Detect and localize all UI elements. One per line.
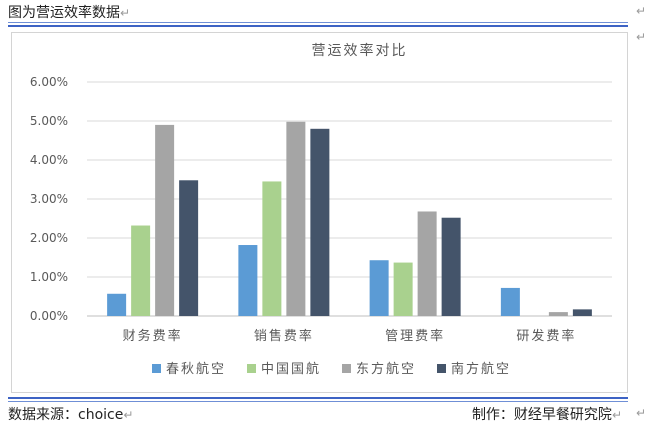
y-tick-label: 2.00% — [30, 231, 68, 245]
legend-label: 南方航空 — [451, 361, 511, 377]
top-rule — [8, 22, 628, 23]
bar-1-4 — [500, 287, 520, 316]
bar-1-1 — [107, 293, 127, 316]
bottom-rule-thick — [8, 397, 628, 399]
paragraph-mark-icon: ↵ — [611, 408, 622, 422]
bar-4-2 — [310, 128, 330, 316]
bar-4-1 — [179, 180, 199, 316]
producer-credit-text: 制作：财经早餐研究院 — [471, 407, 612, 423]
bar-4-3 — [441, 217, 461, 316]
legend-label: 春秋航空 — [166, 361, 226, 377]
x-tick-label: 管理费率 — [385, 328, 445, 344]
bar-4-4 — [572, 309, 592, 316]
legend-label: 东方航空 — [356, 361, 416, 377]
paragraph-mark-icon: ↵ — [635, 4, 646, 18]
bar-3-4 — [548, 312, 568, 316]
bar-2-2 — [262, 181, 282, 316]
figure-caption: 图为营运效率数据↵ — [8, 2, 130, 22]
y-tick-label: 4.00% — [30, 153, 68, 167]
x-tick-label: 研发费率 — [516, 328, 576, 344]
y-tick-label: 0.00% — [30, 309, 68, 323]
producer-credit: 制作：财经早餐研究院↵ — [472, 404, 622, 424]
bar-chart: 营运效率对比 0.00% 1.00% 2.00% 3.00% 4.00% 5.00% 6.00… — [30, 42, 612, 377]
chart-container[interactable]: 营运效率对比 0.00% 1.00% 2.00% 3.00% 4.00% 5.00% 6.00… — [11, 32, 628, 393]
bar-2-1 — [131, 225, 151, 316]
paragraph-mark-icon: ↵ — [123, 408, 134, 422]
legend-label: 中国国航 — [261, 361, 321, 377]
data-source: 数据来源：choice↵ — [8, 404, 133, 424]
bar-2-3 — [393, 262, 413, 316]
x-tick-label: 财务费率 — [123, 328, 183, 344]
bar-1-3 — [369, 260, 389, 316]
y-tick-label: 5.00% — [30, 114, 68, 128]
chart-title: 营运效率对比 — [312, 42, 408, 59]
paragraph-mark-icon: ↵ — [635, 406, 646, 420]
bar-1-2 — [238, 245, 258, 316]
legend-swatch — [437, 364, 446, 373]
y-tick-label: 1.00% — [30, 270, 68, 284]
paragraph-mark-icon: ↵ — [635, 30, 646, 44]
bar-3-2 — [286, 121, 306, 316]
bar-3-1 — [155, 124, 175, 317]
figure-caption-text: 图为营运效率数据 — [8, 5, 120, 21]
x-tick-label: 销售费率 — [254, 328, 314, 344]
legend-swatch — [342, 364, 351, 373]
data-source-text: 数据来源：choice — [8, 407, 124, 423]
legend-swatch — [247, 364, 256, 373]
y-tick-label: 3.00% — [30, 192, 68, 206]
bar-3-3 — [417, 211, 437, 316]
bottom-rule — [8, 401, 628, 402]
legend-swatch — [152, 364, 161, 373]
top-rule-thick — [8, 25, 628, 27]
y-tick-label: 6.00% — [30, 75, 68, 89]
paragraph-mark-icon: ↵ — [120, 6, 131, 20]
